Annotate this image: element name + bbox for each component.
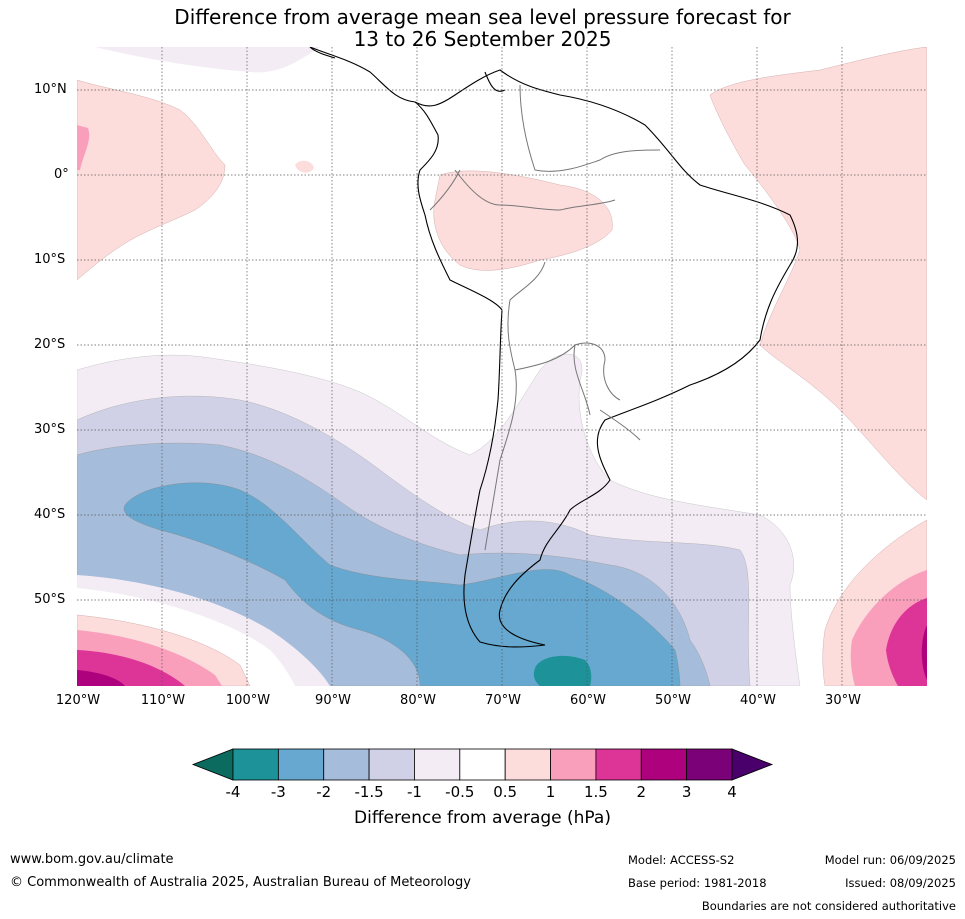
- colorbar-swatch: [323, 748, 370, 781]
- colorbar-tick-label: 2: [636, 783, 647, 801]
- lon-label-100w: 100°W: [225, 693, 271, 708]
- colorbar-swatch: [414, 748, 461, 781]
- colorbar-swatch: [232, 748, 279, 781]
- colorbar-title: Difference from average (hPa): [354, 808, 611, 828]
- colorbar-tick-label: -2: [316, 783, 332, 801]
- colorbar-over-arrow: [731, 748, 774, 781]
- colorbar-swatch: [459, 748, 506, 781]
- lon-label-90w: 90°W: [315, 693, 351, 708]
- colorbar-swatch: [368, 748, 415, 781]
- country-borders: [429, 84, 661, 551]
- footer-base-period: Base period: 1981-2018: [628, 876, 767, 890]
- lat-label-50s: 50°S: [34, 592, 66, 607]
- colorbar-tick-label: 4: [727, 783, 737, 801]
- colorbar-tick-label: 3: [681, 783, 692, 801]
- footer-model-run: Model run: 06/09/2025: [824, 853, 956, 867]
- colorbar-tick-label: -3: [270, 783, 286, 801]
- map-title-line1: Difference from average mean sea level p…: [174, 5, 791, 29]
- colorbar-swatch: [504, 748, 551, 781]
- lat-label-0: 0°: [54, 167, 69, 182]
- colorbar-swatch: [550, 748, 597, 781]
- lon-label-120w: 120°W: [55, 693, 101, 708]
- colorbar-swatch: [640, 748, 688, 781]
- colorbar: [191, 748, 774, 781]
- lat-label-30s: 30°S: [34, 422, 66, 437]
- lat-label-10n: 10°N: [34, 82, 67, 97]
- colorbar-swatch: [686, 748, 733, 781]
- coastline: [309, 47, 799, 648]
- lon-label-40w: 40°W: [740, 693, 776, 708]
- colorbar-tick-label: 1.5: [583, 783, 608, 801]
- lon-label-60w: 60°W: [570, 693, 606, 708]
- footer-issued: Issued: 08/09/2025: [845, 876, 956, 890]
- colorbar-tick-label: -0.5: [445, 783, 475, 801]
- lon-label-70w: 70°W: [485, 693, 521, 708]
- lon-label-110w: 110°W: [140, 693, 186, 708]
- lon-label-50w: 50°W: [655, 693, 691, 708]
- footer-website: www.bom.gov.au/climate: [10, 852, 174, 867]
- colorbar-under-arrow: [191, 748, 234, 781]
- map-title-line2: 13 to 26 September 2025: [353, 27, 612, 51]
- footer-boundaries-note: Boundaries are not considered authoritat…: [701, 899, 956, 913]
- lat-label-20s: 20°S: [34, 337, 66, 352]
- footer-copyright: © Commonwealth of Australia 2025, Austra…: [10, 875, 471, 890]
- lat-label-40s: 40°S: [34, 507, 66, 522]
- colorbar-tick-label: -4: [225, 783, 241, 801]
- colorbar-tick-label: -1.5: [354, 783, 384, 801]
- lon-label-80w: 80°W: [400, 693, 436, 708]
- colorbar-tick-label: 0.5: [493, 783, 518, 801]
- footer-model: Model: ACCESS-S2: [628, 853, 735, 867]
- lat-label-10s: 10°S: [34, 252, 66, 267]
- colorbar-swatch: [595, 748, 642, 781]
- gridlines: [77, 47, 927, 686]
- colorbar-swatch: [277, 748, 325, 781]
- colorbar-tick-label: -1: [406, 783, 422, 801]
- colorbar-tick-label: 1: [545, 783, 556, 801]
- lon-label-30w: 30°W: [825, 693, 861, 708]
